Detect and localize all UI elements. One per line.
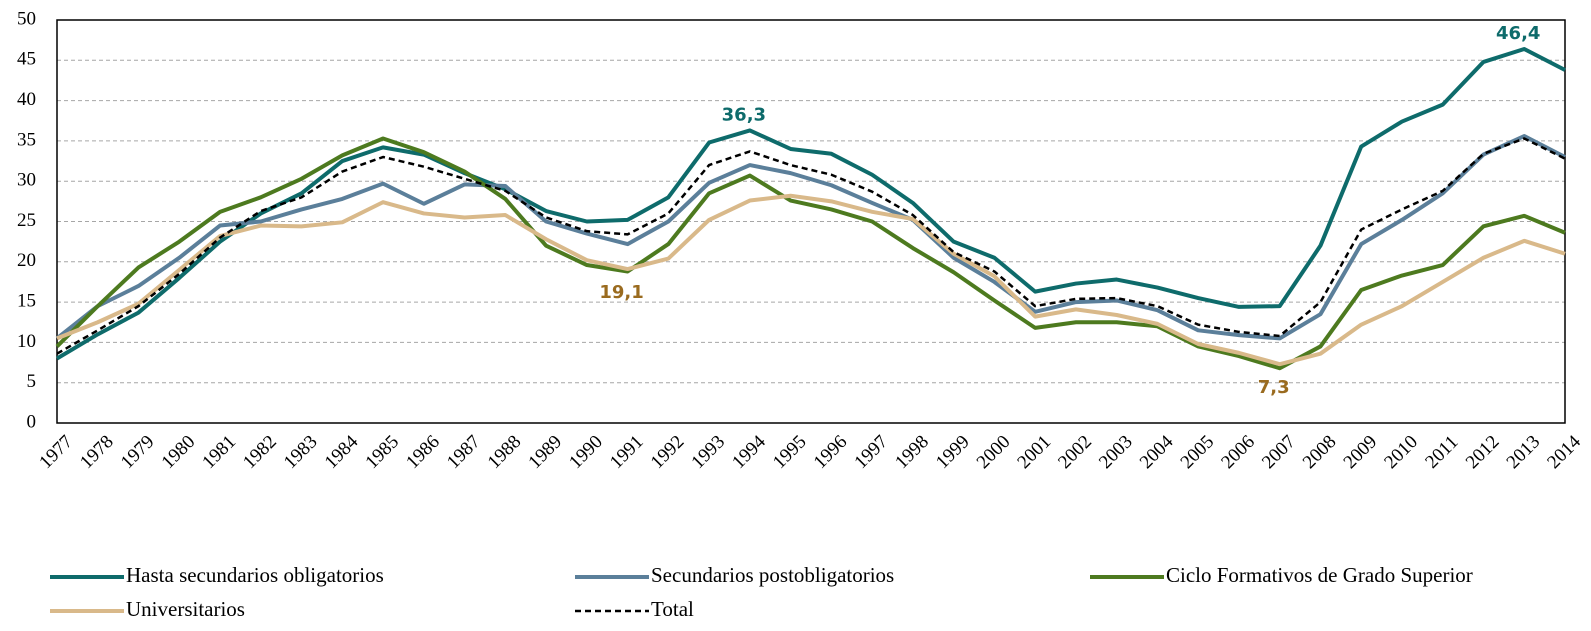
y-tick-label: 15: [17, 290, 36, 311]
x-tick-label: 1995: [769, 431, 811, 473]
x-tick-label: 1996: [810, 431, 852, 473]
data-label: 36,3: [722, 104, 766, 125]
x-tick-label: 2000: [973, 431, 1015, 473]
y-tick-label: 0: [27, 411, 37, 432]
x-tick-label: 1982: [239, 431, 281, 473]
x-tick-label: 1992: [647, 431, 689, 473]
series-line: [55, 47, 1566, 361]
legend-label: Ciclo Formativos de Grado Superior: [1166, 563, 1473, 587]
y-tick-label: 40: [17, 89, 36, 110]
x-tick-label: 1990: [565, 431, 607, 473]
y-tick-label: 5: [27, 371, 37, 392]
x-tick-label: 1986: [402, 431, 444, 473]
legend-label: Universitarios: [126, 597, 245, 621]
series-line: [55, 134, 1566, 341]
y-tick-label: 20: [17, 250, 36, 271]
data-label: 46,4: [1496, 23, 1540, 44]
legend-label: Hasta secundarios obligatorios: [126, 563, 384, 587]
x-tick-label: 2002: [1054, 431, 1096, 473]
x-tick-label: 1983: [280, 431, 322, 473]
y-tick-label: 10: [17, 331, 36, 352]
x-tick-label: 1988: [484, 431, 526, 473]
y-tick-label: 25: [17, 210, 36, 231]
data-label: 19,1: [599, 282, 643, 303]
x-tick-label: 2014: [1543, 431, 1585, 473]
x-tick-label: 2005: [1177, 431, 1219, 473]
x-tick-label: 2001: [1013, 431, 1055, 473]
x-tick-label: 2007: [1258, 431, 1300, 473]
legend-label: Secundarios postobligatorios: [651, 563, 894, 587]
plot-frame: [56, 19, 1566, 424]
x-tick-label: 1989: [524, 431, 566, 473]
x-tick-label: 1997: [850, 431, 892, 473]
y-tick-label: 30: [17, 170, 36, 191]
y-tick-label: 35: [17, 129, 36, 150]
x-tick-label: 1979: [117, 431, 159, 473]
x-tick-label: 1985: [361, 431, 403, 473]
x-tick-label: 2004: [1136, 431, 1178, 473]
y-tick-label: 50: [17, 8, 36, 29]
legend-label: Total: [651, 597, 694, 621]
x-tick-label: 1987: [443, 431, 485, 473]
x-tick-label: 1980: [158, 431, 200, 473]
x-tick-label: 2012: [1462, 431, 1504, 473]
x-tick-label: 2003: [1095, 431, 1137, 473]
series-line: [56, 137, 1566, 355]
x-tick-label: 1977: [35, 431, 77, 473]
x-tick-label: 2010: [1380, 431, 1422, 473]
data-label: 7,3: [1258, 377, 1290, 398]
x-tick-label: 1984: [321, 431, 363, 473]
x-tick-label: 1994: [728, 431, 770, 473]
x-tick-label: 2006: [1217, 431, 1259, 473]
x-tick-label: 1991: [606, 431, 648, 473]
x-tick-label: 2011: [1421, 432, 1462, 473]
series-line: [55, 136, 1566, 371]
x-tick-label: 1981: [198, 431, 240, 473]
x-tick-label: 1998: [891, 431, 933, 473]
x-tick-label: 2009: [1340, 431, 1382, 473]
x-tick-label: 2013: [1503, 431, 1545, 473]
x-tick-label: 1999: [932, 431, 974, 473]
x-tick-label: 2008: [1299, 431, 1341, 473]
x-tick-label: 1978: [76, 431, 118, 473]
y-tick-label: 45: [17, 49, 36, 70]
x-tick-label: 1993: [687, 431, 729, 473]
series-line: [56, 193, 1566, 367]
